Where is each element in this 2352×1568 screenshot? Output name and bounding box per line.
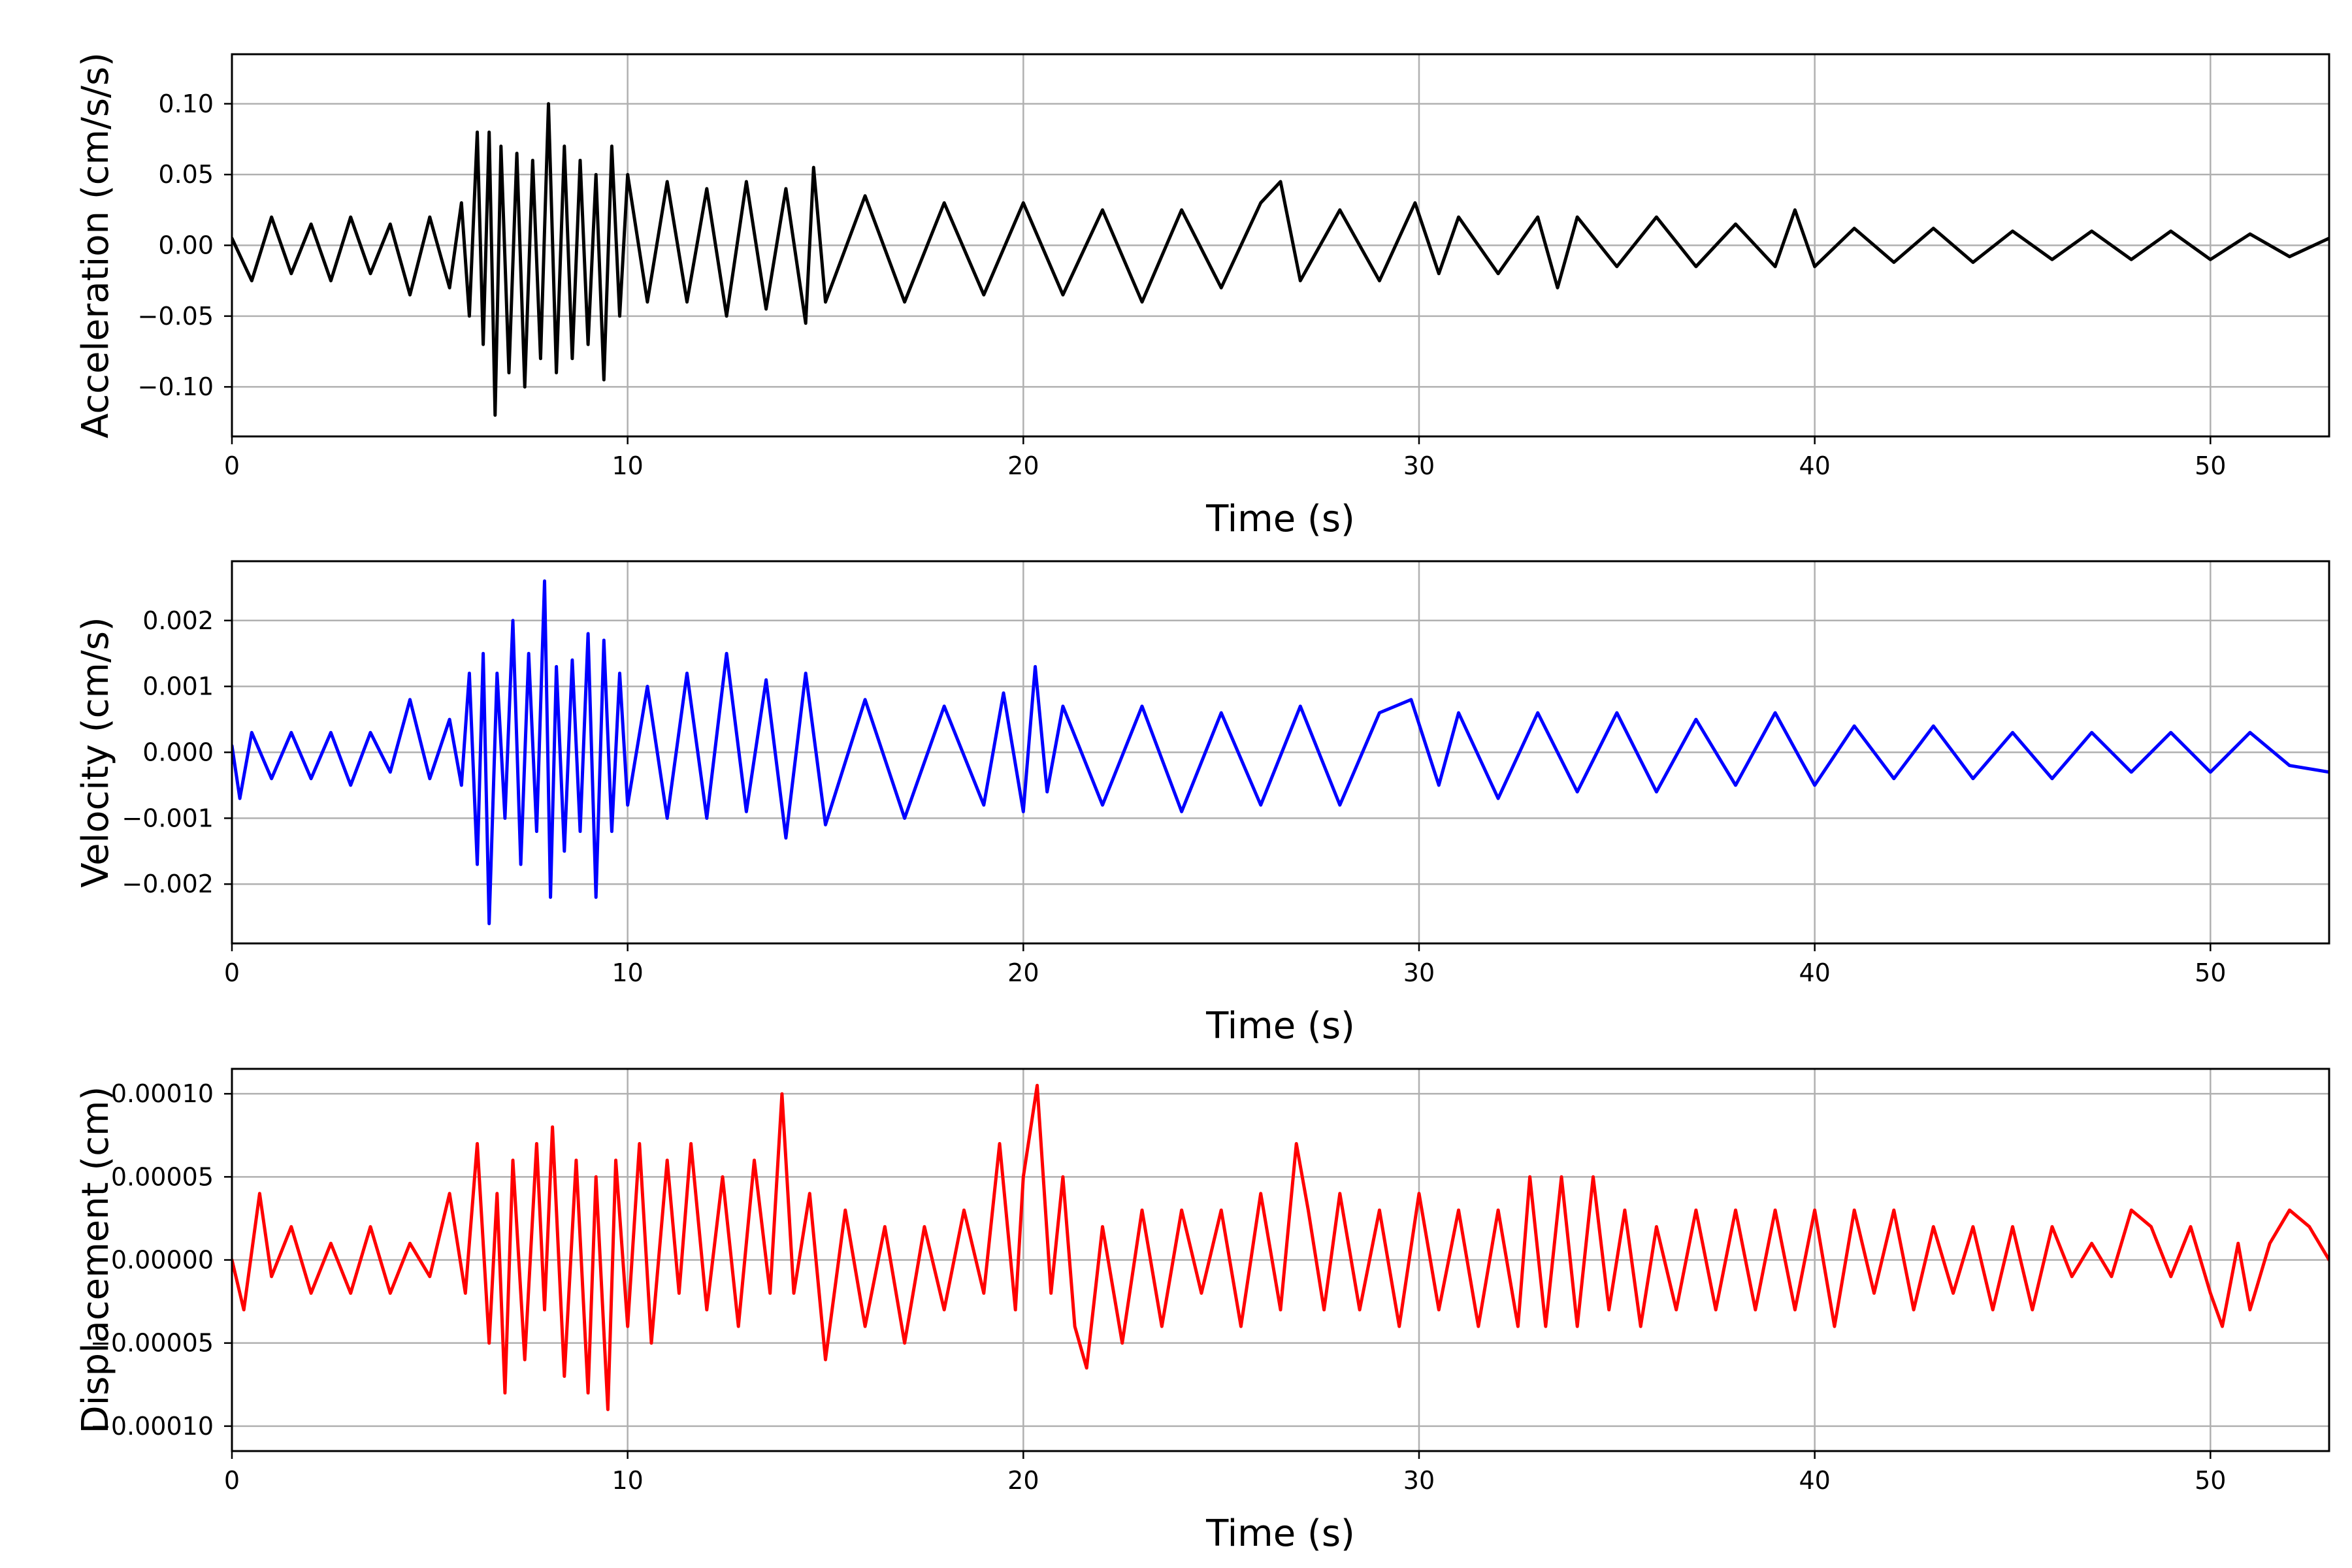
acceleration-y-tick-label: −0.05 <box>138 302 214 331</box>
acceleration-y-tick-label: 0.10 <box>158 90 214 118</box>
acceleration-x-tick-label: 50 <box>2195 451 2226 480</box>
velocity-x-tick-label: 40 <box>1799 958 1830 987</box>
displacement-x-tick-label: 20 <box>1007 1466 1039 1495</box>
displacement-y-tick-label: 0.00005 <box>111 1162 214 1191</box>
velocity-panel: 0 10 20 30 40 50 0.002 0.001 0.000 −0.001 −0.002 Ti… <box>74 560 2330 1047</box>
displacement-series-line <box>232 1083 2329 1411</box>
acceleration-x-tick-label: 10 <box>612 451 643 480</box>
velocity-x-tick-label: 50 <box>2195 958 2226 987</box>
velocity-x-tick-label: 30 <box>1403 958 1435 987</box>
displacement-x-tick-label: 30 <box>1403 1466 1435 1495</box>
acceleration-x-tick-label: 20 <box>1007 451 1039 480</box>
velocity-series-line <box>232 579 2329 926</box>
acceleration-x-tick-label: 0 <box>224 451 240 480</box>
velocity-x-tick-label: 0 <box>224 958 240 987</box>
acceleration-y-tick-label: 0.00 <box>158 231 214 260</box>
displacement-x-axis-label: Time (s) <box>1205 1512 1355 1555</box>
displacement-y-tick-label: −0.00010 <box>90 1412 214 1441</box>
acceleration-x-axis-label: Time (s) <box>1205 498 1355 540</box>
acceleration-series-line <box>232 102 2329 417</box>
panels: 0 10 20 30 40 50 0.10 0.05 0.00 −0.05 −0.10 Time (s… <box>74 52 2330 1555</box>
displacement-panel: 0 10 20 30 40 50 0.00010 0.00005 0.00000 −0.00005… <box>74 1068 2330 1555</box>
velocity-y-axis-label: Velocity (cm/s) <box>74 617 117 888</box>
velocity-y-tick-label: −0.002 <box>122 870 214 898</box>
velocity-y-tick-label: 0.002 <box>142 606 214 635</box>
acceleration-x-tick-label: 30 <box>1403 451 1435 480</box>
acceleration-y-tick-label: −0.10 <box>138 372 214 401</box>
displacement-x-tick-label: 40 <box>1799 1466 1830 1495</box>
velocity-y-tick-label: 0.001 <box>142 672 214 701</box>
acceleration-y-axis-label: Acceleration (cm/s/s) <box>74 52 117 438</box>
acceleration-x-tick-label: 40 <box>1799 451 1830 480</box>
velocity-x-axis-label: Time (s) <box>1205 1005 1355 1047</box>
displacement-x-tick-label: 10 <box>612 1466 643 1495</box>
velocity-y-tick-label: −0.001 <box>122 804 214 832</box>
displacement-y-tick-label: −0.00005 <box>90 1329 214 1358</box>
displacement-x-tick-label: 0 <box>224 1466 240 1495</box>
velocity-x-tick-label: 20 <box>1007 958 1039 987</box>
displacement-y-tick-label: 0.00010 <box>111 1079 214 1108</box>
displacement-x-tick-label: 50 <box>2195 1466 2226 1495</box>
displacement-y-tick-label: 0.00000 <box>111 1246 214 1275</box>
displacement-y-axis-label: Displacement (cm) <box>74 1086 117 1434</box>
acceleration-y-tick-label: 0.05 <box>158 160 214 189</box>
velocity-x-tick-label: 10 <box>612 958 643 987</box>
acceleration-panel: 0 10 20 30 40 50 0.10 0.05 0.00 −0.05 −0.10 Time (s… <box>74 52 2330 540</box>
velocity-y-tick-label: 0.000 <box>142 738 214 767</box>
